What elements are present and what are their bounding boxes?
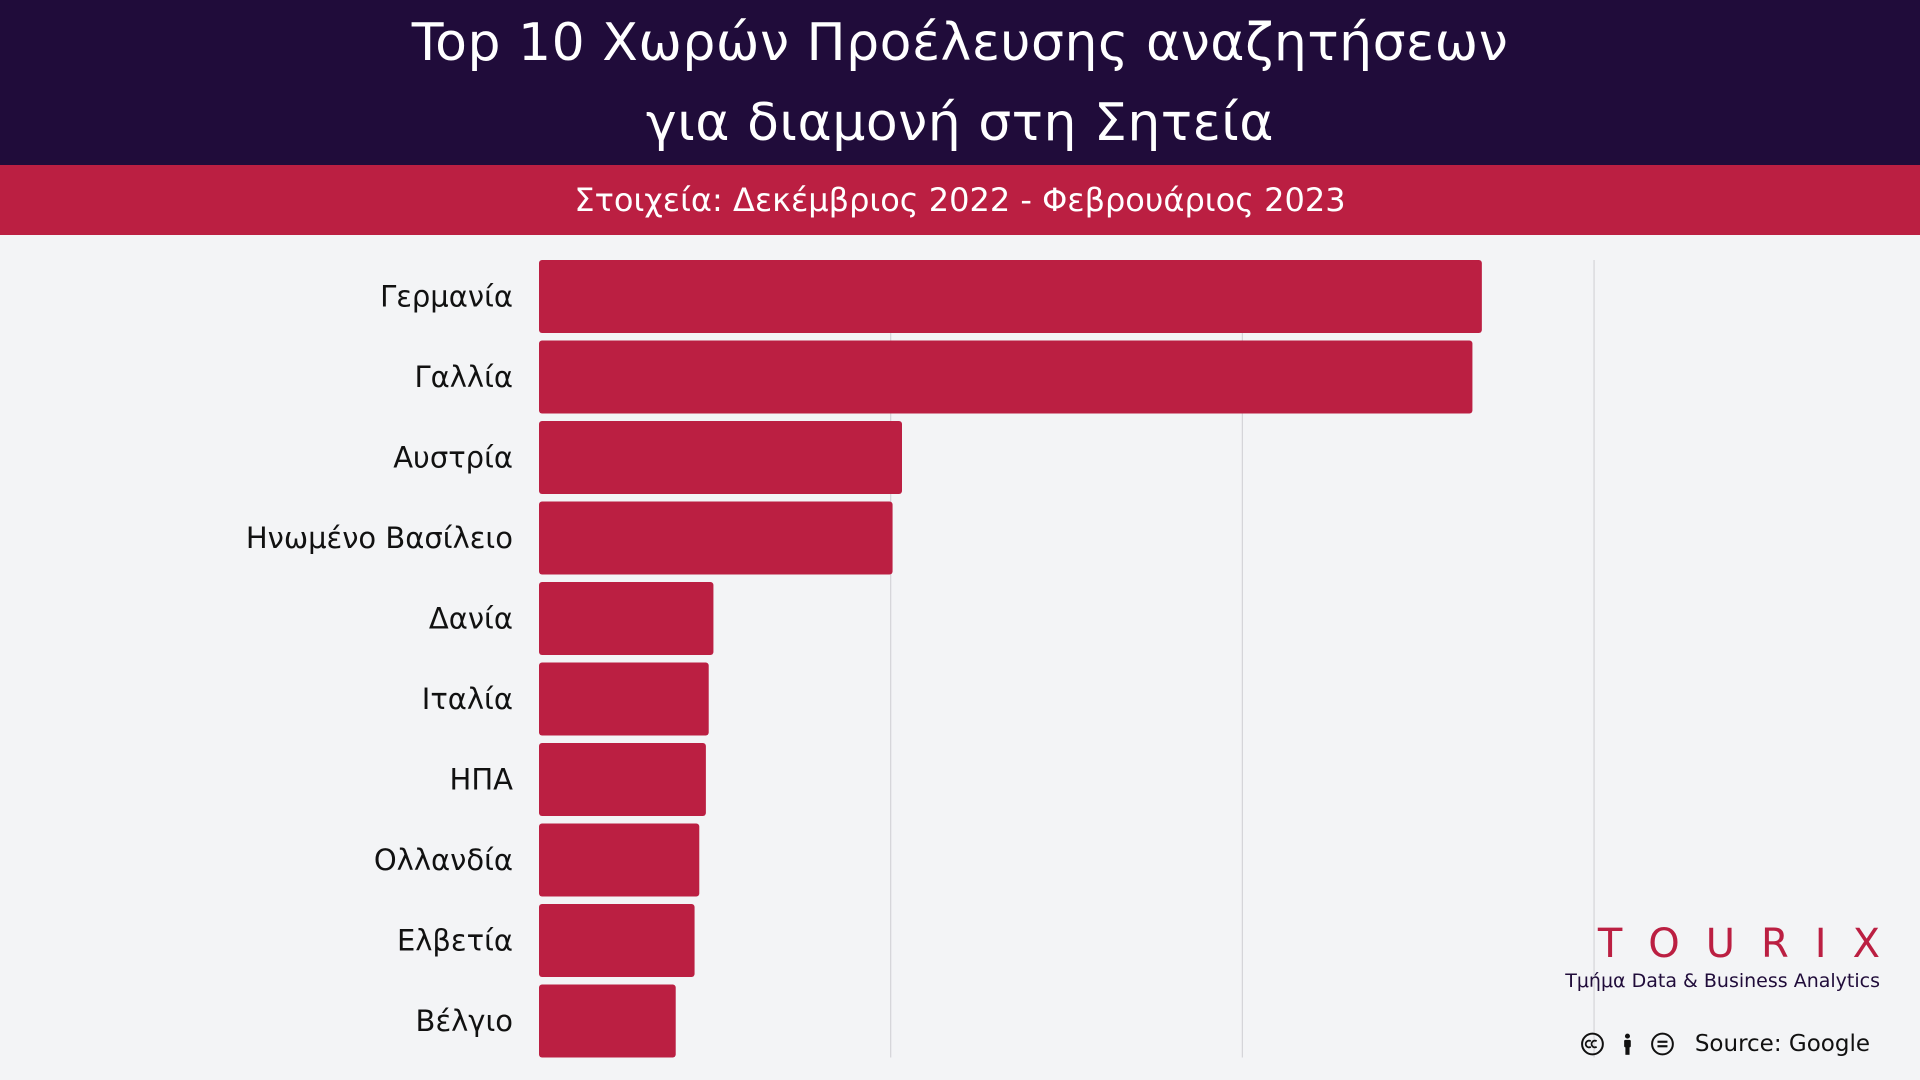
category-label-9: Ελβετία — [397, 924, 513, 958]
category-label-6: Ιταλία — [422, 682, 513, 716]
branding: TOURIX Τμήμα Data & Business Analytics — [1560, 920, 1880, 1000]
category-label-3: Αυστρία — [393, 441, 513, 475]
bar-3 — [539, 421, 902, 494]
by-person-icon — [1624, 1033, 1631, 1055]
chart-subtitle: Στοιχεία: Δεκέμβριος 2022 - Φεβρουάριος … — [574, 181, 1346, 219]
bar-4 — [539, 501, 893, 575]
bar-2 — [539, 340, 1473, 414]
bar-6 — [539, 662, 709, 736]
cc-icon — [1581, 1032, 1604, 1056]
category-label-4: Ηνωμένο Βασίλειο — [246, 521, 513, 555]
bar-chart: Γερμανία Γαλλία Αυστρία Ηνωμένο Βασίλειο Δαν… — [246, 260, 1595, 1058]
nd-equals-icon — [1650, 1032, 1674, 1056]
category-label-10: Βέλγιο — [416, 1004, 513, 1038]
bar-8 — [539, 823, 700, 897]
category-labels: Γερμανία Γαλλία Αυστρία Ηνωμένο Βασίλειο Δαν… — [246, 280, 513, 1039]
category-label-1: Γερμανία — [380, 280, 513, 314]
chart-title-line-1: Top 10 Χωρών Προέλευσης αναζητήσεων — [411, 12, 1509, 73]
footer: Source: Google — [1580, 1024, 1870, 1064]
bar-1 — [539, 260, 1482, 333]
chart-title-line-2: για διαμονή στη Σητεία — [645, 92, 1275, 153]
bar-9 — [539, 904, 695, 977]
category-label-8: Ολλανδία — [374, 843, 513, 877]
category-label-5: Δανία — [429, 602, 513, 636]
subtitle-banner: Στοιχεία: Δεκέμβριος 2022 - Φεβρουάριος … — [0, 165, 1920, 235]
source-label: Source: Google — [1694, 1031, 1870, 1057]
category-label-7: ΗΠΑ — [450, 763, 514, 797]
bars — [539, 260, 1482, 1058]
title-banner: Top 10 Χωρών Προέλευσης αναζητήσεων για … — [0, 0, 1920, 165]
category-label-2: Γαλλία — [414, 360, 513, 394]
bar-5 — [539, 582, 714, 655]
department-label: Τμήμα Data & Business Analytics — [1565, 970, 1880, 992]
bar-10 — [539, 984, 676, 1058]
tourix-logo: TOURIX — [1597, 921, 1906, 967]
bar-7 — [539, 743, 706, 816]
